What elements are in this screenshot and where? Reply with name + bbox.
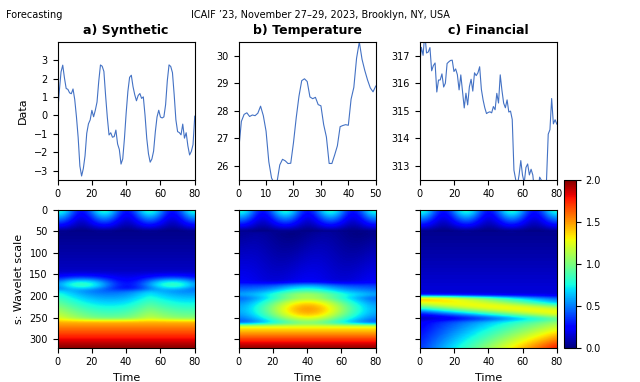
Y-axis label: Data: Data [18,97,28,124]
Text: ICAIF ’23, November 27–29, 2023, Brooklyn, NY, USA: ICAIF ’23, November 27–29, 2023, Brookly… [191,10,449,19]
X-axis label: Time: Time [475,373,502,382]
Title: b) Temperature: b) Temperature [253,24,362,37]
Title: a) Synthetic: a) Synthetic [83,24,169,37]
X-axis label: Time: Time [294,373,321,382]
X-axis label: Time: Time [113,373,140,382]
Y-axis label: s: Wavelet scale: s: Wavelet scale [13,234,24,324]
Title: c) Financial: c) Financial [448,24,529,37]
Text: Forecasting: Forecasting [6,10,63,19]
